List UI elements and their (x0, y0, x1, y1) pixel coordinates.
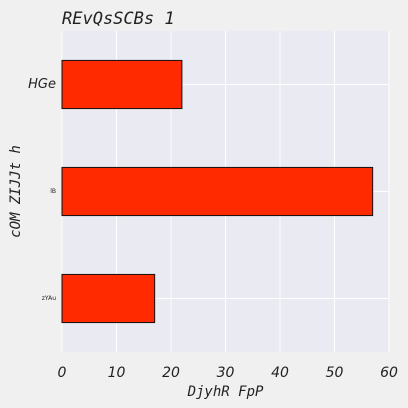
x-tick-labels: 0 10 20 30 40 50 60 (58, 365, 398, 381)
x-tick-label: 30 (217, 365, 235, 381)
y-axis-label: cOM ZIJJt h (8, 145, 24, 238)
x-tick-label: 0 (58, 365, 67, 381)
x-tick-label: 60 (380, 365, 398, 381)
y-tick-label: HGe (28, 77, 56, 92)
x-axis-label: DjyhR FpP (187, 384, 264, 400)
y-tick-label: zYAu (42, 295, 56, 302)
bars-group (61, 59, 374, 324)
x-tick-label: 50 (326, 365, 344, 381)
bar-lb (61, 166, 374, 217)
x-tick-label: 40 (271, 365, 289, 381)
y-tick-label: lB (50, 188, 56, 195)
chart-title: REvQsSCBs 1 (62, 9, 175, 29)
bar-zyau (61, 273, 156, 324)
x-tick-label: 10 (108, 365, 126, 381)
bar-hge (61, 59, 183, 110)
x-tick-label: 20 (162, 365, 180, 381)
y-tick-labels: HGe lB zYAu (28, 77, 56, 302)
